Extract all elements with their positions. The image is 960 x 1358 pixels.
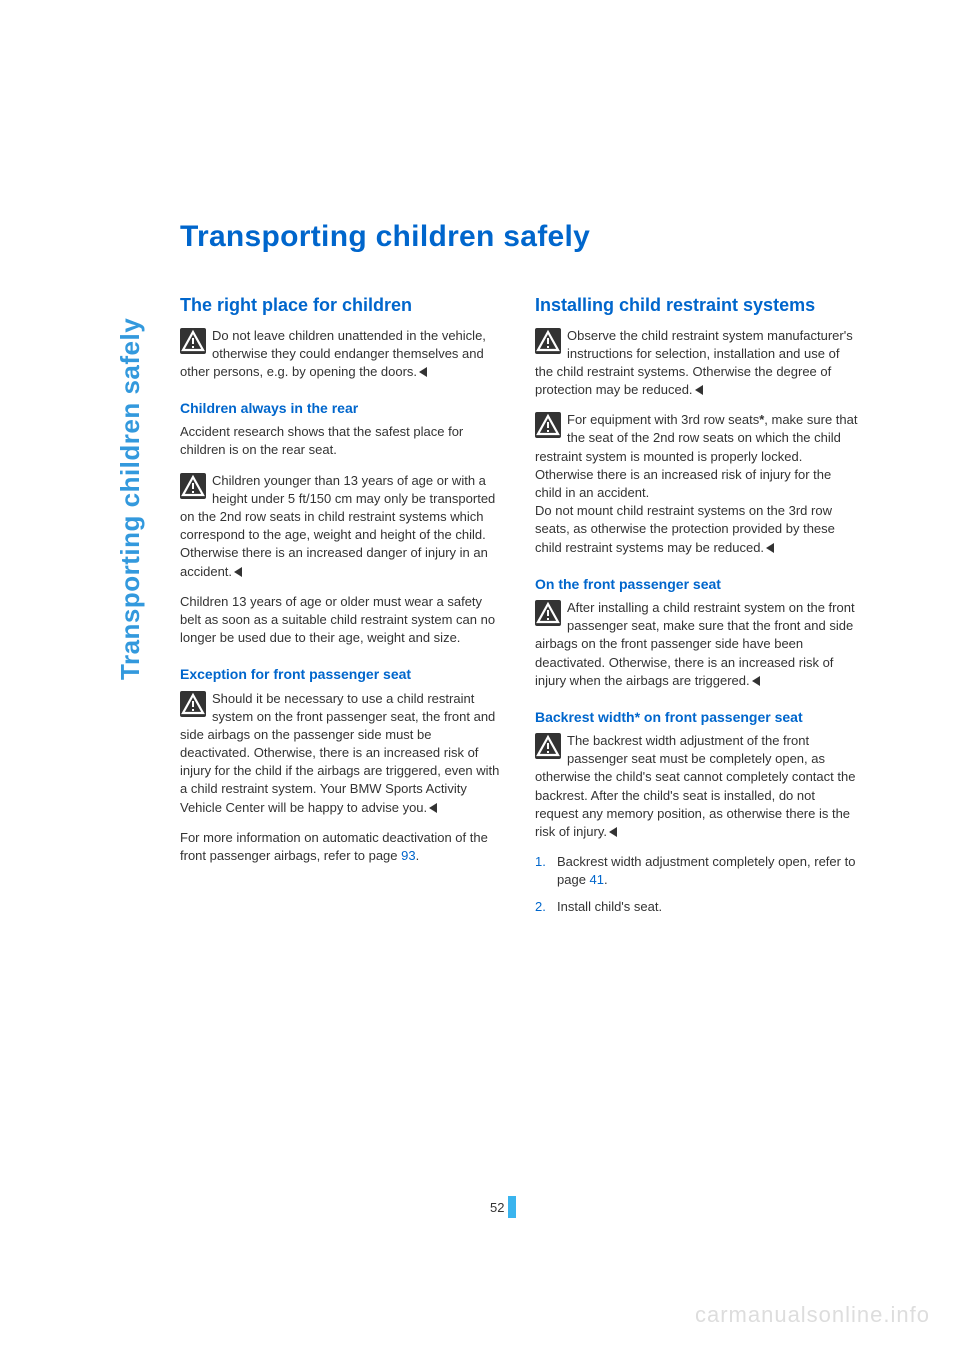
warning-icon [180, 691, 206, 717]
list-item-1: 1. Backrest width adjustment completely … [535, 853, 860, 889]
paragraph-airbag-ref: For more information on automatic deacti… [180, 829, 505, 865]
end-mark-icon [695, 385, 703, 395]
list-content: Install child's seat. [557, 898, 860, 916]
warning-instructions: Observe the child restraint system manuf… [535, 327, 860, 400]
warning-front-seat: Should it be necessary to use a child re… [180, 690, 505, 817]
warning-unattended: Do not leave children unattended in the … [180, 327, 505, 382]
warning-icon [535, 600, 561, 626]
end-mark-icon [419, 367, 427, 377]
page-number: 52 [490, 1200, 504, 1215]
heading-backrest-width: Backrest width* on front passenger seat [535, 708, 860, 726]
right-column: Installing child restraint systems Obser… [535, 294, 860, 924]
warning-icon [535, 733, 561, 759]
list-item-2: 2. Install child's seat. [535, 898, 860, 916]
watermark: carmanualsonline.info [695, 1302, 930, 1328]
heading-front-passenger: On the front passenger seat [535, 575, 860, 593]
page-ref-93[interactable]: 93 [401, 848, 415, 863]
warning-text: Do not leave children unattended in the … [180, 327, 505, 382]
list-number: 1. [535, 853, 557, 889]
list-number: 2. [535, 898, 557, 916]
list-content: Backrest width adjustment completely ope… [557, 853, 860, 889]
end-mark-icon [609, 827, 617, 837]
page-number-box: 52 [490, 1196, 516, 1218]
end-mark-icon [752, 676, 760, 686]
warning-icon [535, 328, 561, 354]
warning-text: After installing a child restraint syste… [535, 599, 860, 690]
warning-under-13: Children younger than 13 years of age or… [180, 472, 505, 581]
warning-text: The backrest width adjustment of the fro… [535, 732, 860, 841]
warning-3rd-row: For equipment with 3rd row seats*, make … [535, 411, 860, 557]
warning-icon [180, 328, 206, 354]
page-bar-icon [508, 1196, 516, 1218]
heading-children-rear: Children always in the rear [180, 399, 505, 417]
warning-text: Children younger than 13 years of age or… [180, 472, 505, 581]
warning-icon [535, 412, 561, 438]
heading-installing: Installing child restraint systems [535, 294, 860, 317]
left-column: The right place for children Do not leav… [180, 294, 505, 924]
page-title: Transporting children safely [180, 220, 860, 254]
sidebar-section-title: Transporting children safely [115, 318, 146, 680]
end-mark-icon [766, 543, 774, 553]
warning-text: Should it be necessary to use a child re… [180, 690, 505, 817]
paragraph: Accident research shows that the safest … [180, 423, 505, 459]
warning-backrest: The backrest width adjustment of the fro… [535, 732, 860, 841]
heading-exception-front: Exception for front passenger seat [180, 665, 505, 683]
content-columns: The right place for children Do not leav… [180, 294, 860, 924]
warning-icon [180, 473, 206, 499]
page-ref-41[interactable]: 41 [590, 872, 604, 887]
heading-right-place: The right place for children [180, 294, 505, 317]
warning-airbags-deactivated: After installing a child restraint syste… [535, 599, 860, 690]
end-mark-icon [234, 567, 242, 577]
paragraph: Children 13 years of age or older must w… [180, 593, 505, 648]
end-mark-icon [429, 803, 437, 813]
warning-text: Observe the child restraint system manuf… [535, 327, 860, 400]
warning-text: For equipment with 3rd row seats*, make … [535, 411, 860, 557]
